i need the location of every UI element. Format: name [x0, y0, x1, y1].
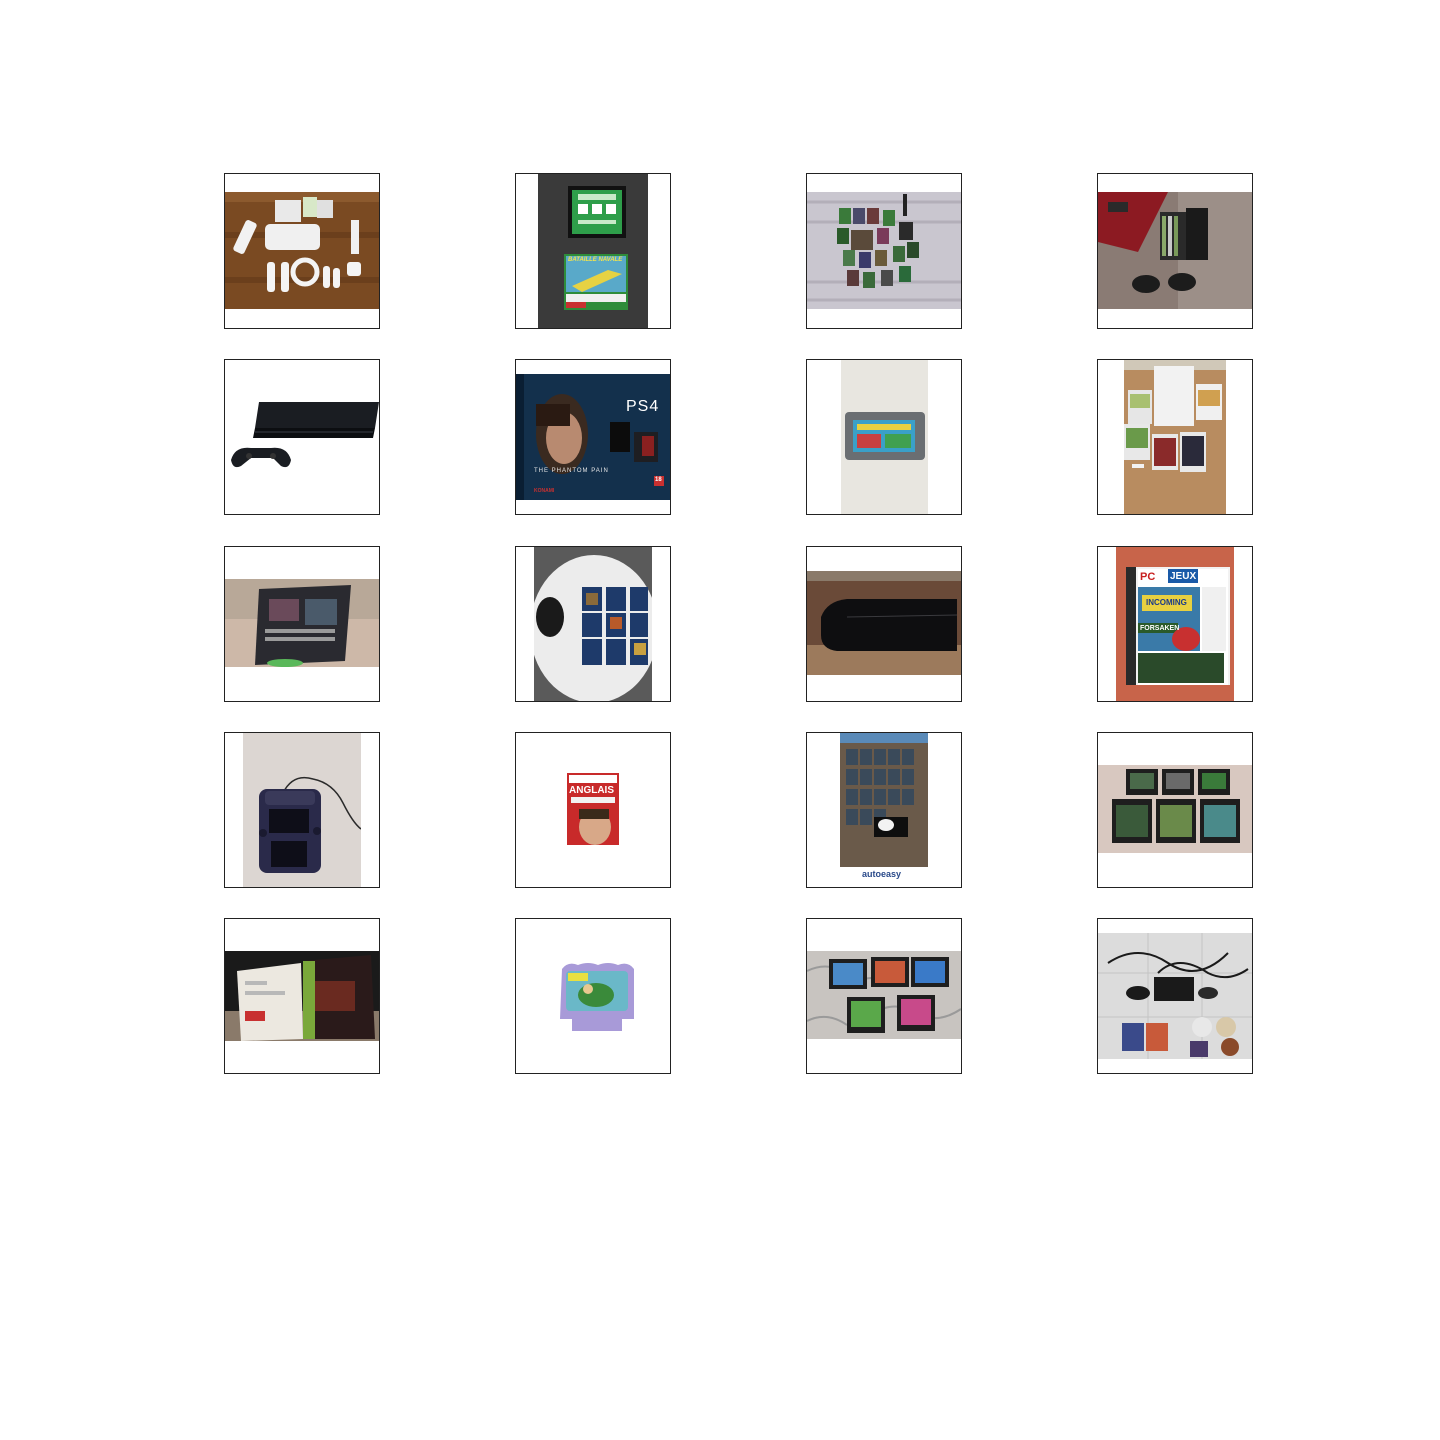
ps4-console-icon: [225, 360, 379, 514]
grid-tile[interactable]: BATAILLE NAVALE: [515, 173, 671, 329]
grid-tile[interactable]: [515, 546, 671, 702]
magazine-headline-2: FORSAKEN: [1140, 625, 1180, 632]
language-software-box-icon: ANGLAIS: [567, 773, 619, 845]
grid-tile[interactable]: [224, 173, 380, 329]
wii-console-accessories-icon: [225, 192, 379, 309]
pc-jeux-magazine-cd-icon: PC JEUX INCOMING FORSAKEN: [1116, 547, 1234, 701]
game-collection-on-bed-icon: [807, 192, 961, 309]
grid-tile[interactable]: [1097, 359, 1253, 515]
grid-tile[interactable]: autoeasy: [806, 732, 962, 888]
grid-tile[interactable]: [806, 918, 962, 1074]
nintendo-2ds-icon: [243, 733, 361, 887]
listing-footer-logo: autoeasy: [862, 869, 902, 879]
ps4-logo-text: PS4: [626, 398, 660, 415]
ps4-games-on-table-icon: [534, 547, 652, 701]
ps3-console-icon: [807, 571, 961, 675]
grid-tile[interactable]: [1097, 918, 1253, 1074]
grid-tile[interactable]: [224, 546, 380, 702]
grid-tile[interactable]: ANGLAIS: [515, 732, 671, 888]
ps4-bundle-box-icon: PS4 THE PHANTOM PAIN KONAMI 18: [516, 374, 670, 500]
magazine-headline-1: INCOMING: [1146, 598, 1187, 607]
grid-tile[interactable]: [806, 173, 962, 329]
grid-tile[interactable]: [224, 359, 380, 515]
grid-tile[interactable]: [806, 359, 962, 515]
console-with-games-and-controllers-icon: [1098, 192, 1252, 309]
game-case-back-icon: [225, 579, 379, 667]
xbox-game-case-open-icon: [225, 951, 379, 1041]
game-cartridge-bataille-navale-icon: BATAILLE NAVALE: [538, 174, 648, 328]
box-game-title: THE PHANTOM PAIN: [534, 468, 609, 474]
games-listing-screenshot-icon: autoeasy: [840, 733, 928, 887]
box-age-rating: 18: [655, 477, 662, 483]
grid-tile[interactable]: [1097, 732, 1253, 888]
game-gear-cartridges-icon: [807, 951, 961, 1039]
wii-console-with-games-icon: [1124, 360, 1226, 514]
grid-tile[interactable]: [224, 918, 380, 1074]
vsmile-cartridge-icon: [558, 961, 636, 1031]
grid-tile[interactable]: [515, 918, 671, 1074]
grid-tile[interactable]: [1097, 173, 1253, 329]
gba-cartridge-icon: [841, 360, 928, 514]
grid-tile[interactable]: PC JEUX INCOMING FORSAKEN: [1097, 546, 1253, 702]
console-cables-discs-icon: [1098, 933, 1252, 1059]
grid-tile[interactable]: [806, 546, 962, 702]
grid-tile[interactable]: [224, 732, 380, 888]
cartridge-label: BATAILLE NAVALE: [568, 257, 623, 263]
box-publisher: KONAMI: [534, 488, 555, 494]
gameboy-games-collection-icon: [1098, 765, 1252, 853]
magazine-title: JEUX: [1170, 571, 1197, 582]
grid-tile[interactable]: PS4 THE PHANTOM PAIN KONAMI 18: [515, 359, 671, 515]
magazine-brand: PC: [1140, 571, 1156, 583]
software-title: ANGLAIS: [569, 785, 614, 796]
